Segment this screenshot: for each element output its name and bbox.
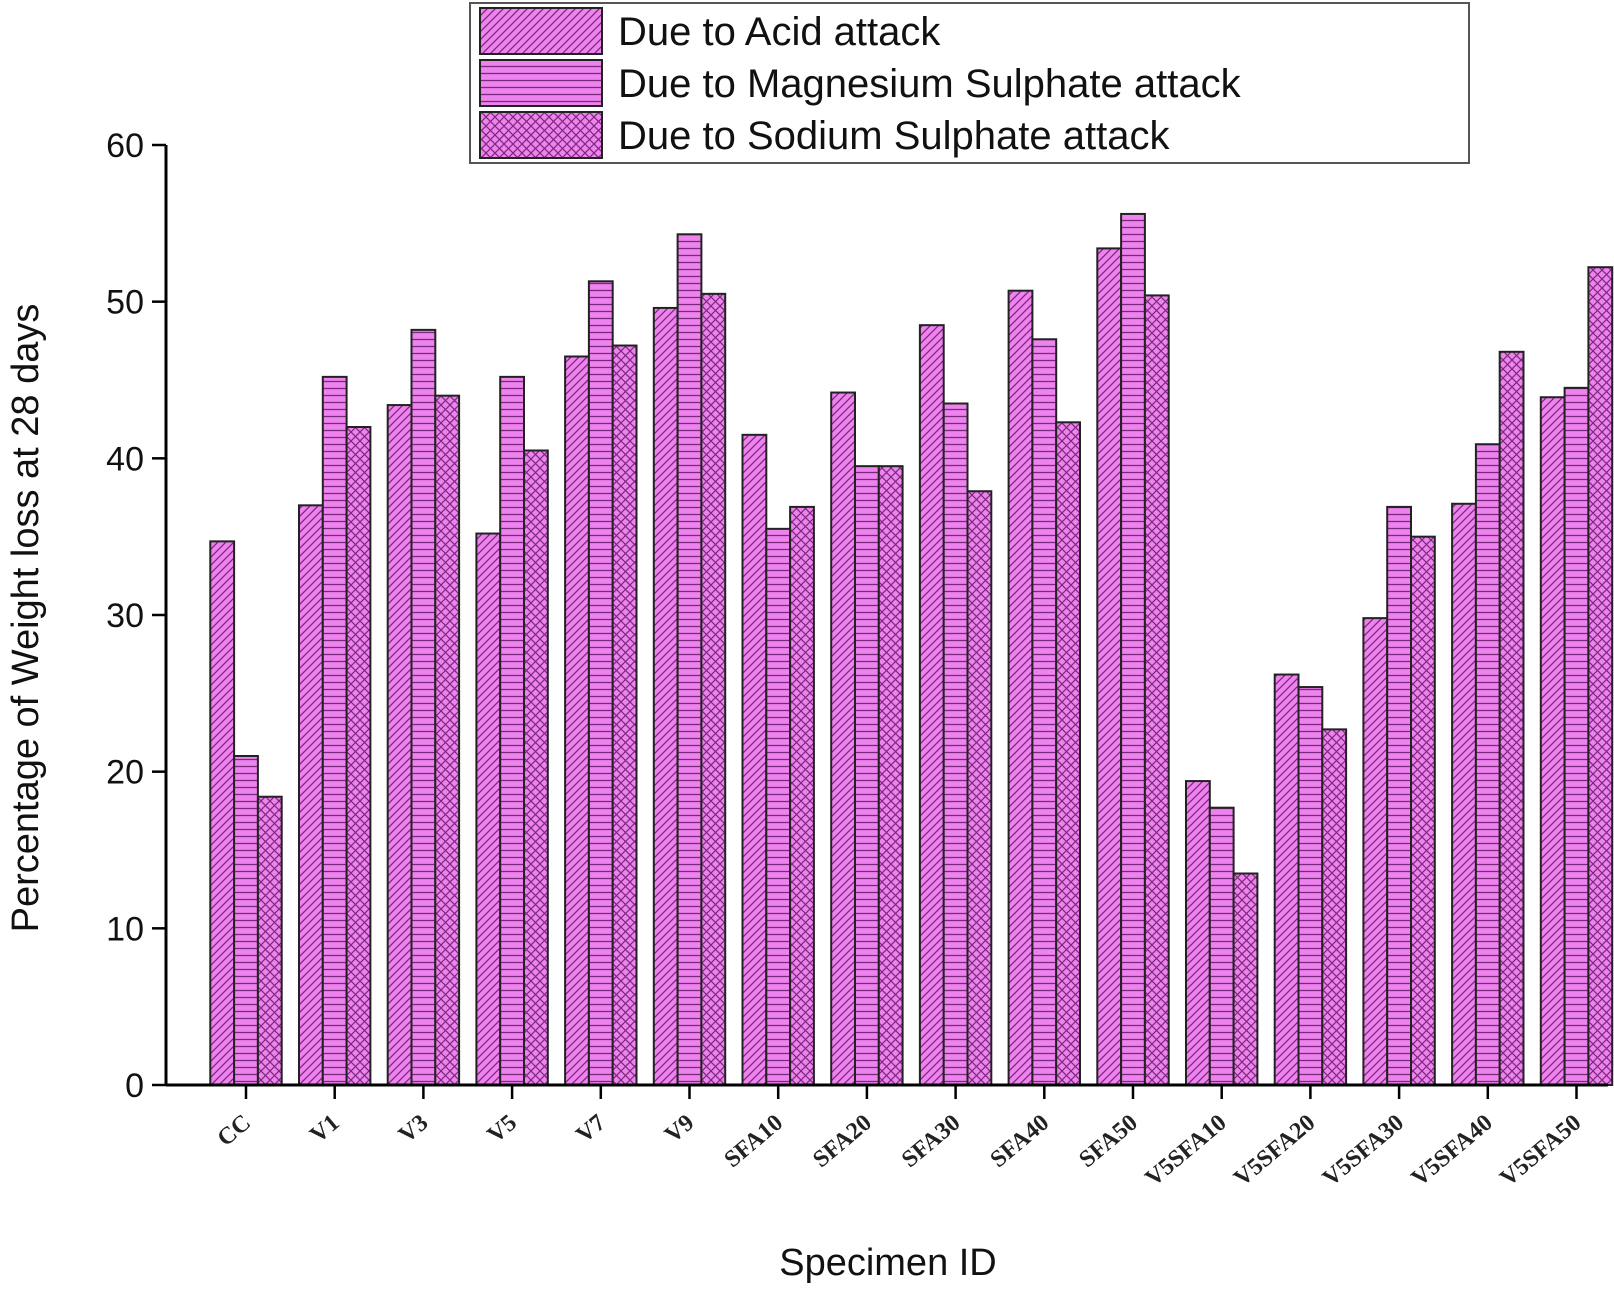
y-tick-label: 0 — [125, 1067, 144, 1105]
bar — [830, 391, 857, 1086]
bar — [854, 465, 880, 1086]
x-tick-label: CC — [213, 1110, 256, 1152]
legend-label: Due to Magnesium Sulphate attack — [618, 62, 1242, 106]
legend-swatch — [479, 111, 603, 159]
bar — [918, 324, 945, 1086]
bar — [321, 375, 348, 1087]
x-tick-label: SFA30 — [897, 1110, 965, 1173]
x-tick-label: V5SFA30 — [1318, 1110, 1409, 1192]
bar — [1208, 806, 1235, 1086]
bar — [1563, 386, 1590, 1087]
bar — [523, 449, 549, 1086]
bar — [611, 344, 638, 1086]
bar — [1451, 502, 1477, 1086]
legend-swatch — [479, 7, 603, 55]
legend-label: Due to Acid attack — [618, 10, 941, 54]
bar — [587, 280, 614, 1086]
bar — [1297, 686, 1324, 1086]
bar — [877, 465, 904, 1086]
bar — [966, 490, 993, 1086]
bar — [942, 402, 969, 1086]
x-tick-label: V5 — [483, 1110, 522, 1149]
bar — [1498, 350, 1525, 1086]
bar — [1587, 266, 1614, 1086]
bar — [1096, 247, 1123, 1086]
bar — [256, 795, 283, 1086]
legend: Due to Acid attack Due to Magnesium Sulph… — [469, 2, 1470, 164]
bar — [1007, 289, 1034, 1086]
bar — [1273, 673, 1300, 1086]
bar — [1031, 338, 1058, 1086]
y-tick-label: 30 — [106, 597, 144, 635]
bar — [1055, 421, 1081, 1086]
bar — [386, 404, 413, 1087]
bar — [209, 540, 236, 1086]
x-axis-title: Specimen ID — [779, 1242, 997, 1284]
y-ticks: 0 10 20 30 40 50 60 — [106, 127, 166, 1105]
bar — [298, 504, 324, 1087]
bars-layer — [209, 212, 1614, 1087]
bar — [652, 306, 679, 1086]
y-tick-label: 20 — [106, 754, 144, 792]
bar — [345, 426, 372, 1086]
x-tick-label: V5SFA40 — [1407, 1110, 1498, 1192]
bar — [475, 532, 502, 1086]
bar — [1474, 443, 1501, 1086]
bar — [1232, 872, 1259, 1086]
x-tick-label: V9 — [660, 1110, 699, 1149]
x-tick-label: V3 — [394, 1110, 433, 1149]
bar — [676, 233, 703, 1087]
x-tick-label: V5SFA10 — [1141, 1110, 1232, 1192]
bar — [233, 755, 259, 1086]
bar — [789, 505, 815, 1086]
y-tick-label: 60 — [106, 127, 144, 165]
y-axis-title: Percentage of Weight loss at 28 days — [5, 304, 47, 933]
bar — [499, 375, 526, 1087]
bar — [741, 433, 768, 1087]
x-ticks: CC V1 V3 V5 V7 V9 SFA10 SFA20 SFA30 SFA40 SFA50V5S… — [213, 1085, 1586, 1192]
bar — [1143, 294, 1170, 1086]
y-tick-label: 40 — [106, 440, 144, 478]
x-tick-label: V1 — [305, 1110, 344, 1149]
x-tick-label: V5SFA20 — [1229, 1110, 1320, 1192]
bar — [1386, 505, 1412, 1086]
bar — [564, 355, 590, 1086]
x-tick-label: SFA20 — [808, 1110, 876, 1173]
y-tick-label: 50 — [106, 284, 144, 322]
bar — [1185, 780, 1211, 1086]
y-tick-label: 10 — [106, 910, 144, 948]
x-tick-label: V7 — [571, 1110, 610, 1149]
x-tick-label: SFA40 — [986, 1110, 1054, 1173]
legend-frame — [469, 2, 1470, 164]
bar — [1362, 617, 1389, 1087]
bar — [434, 394, 461, 1086]
x-tick-label: SFA10 — [720, 1110, 788, 1173]
bar — [1539, 396, 1566, 1086]
bar — [410, 328, 437, 1087]
legend-swatch — [479, 59, 603, 107]
x-tick-label: V5SFA50 — [1495, 1110, 1586, 1192]
bar — [765, 527, 792, 1086]
x-tick-label: SFA50 — [1074, 1110, 1142, 1173]
bar — [1120, 212, 1146, 1086]
bar — [700, 292, 727, 1087]
bar — [1410, 535, 1436, 1086]
legend-label: Due to Sodium Sulphate attack — [618, 114, 1170, 158]
bar — [1321, 728, 1348, 1086]
